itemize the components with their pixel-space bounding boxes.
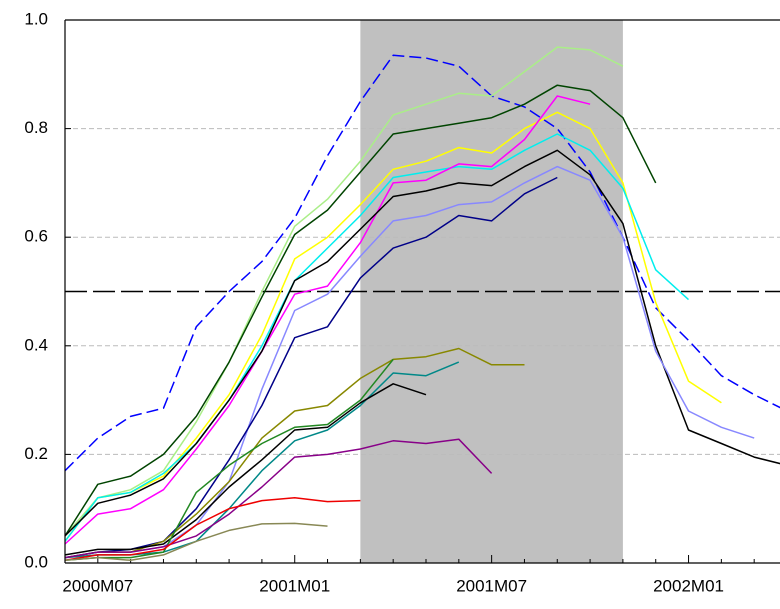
series-line xyxy=(64,95,591,545)
x-tick-label: 2001M01 xyxy=(259,576,330,595)
y-tick-label: 1.0 xyxy=(24,9,48,28)
series-line xyxy=(64,54,780,472)
y-tick-label: 0.2 xyxy=(24,444,48,463)
y-tick-label: 0.6 xyxy=(24,227,48,246)
x-tick-label: 2000M07 xyxy=(62,576,133,595)
series-line xyxy=(64,522,328,562)
series-line xyxy=(64,497,361,562)
series-line xyxy=(64,347,525,559)
series-line xyxy=(64,165,755,559)
series-line xyxy=(64,438,493,559)
series-line xyxy=(64,383,427,556)
y-tick-label: 0.8 xyxy=(24,118,48,137)
series-line xyxy=(64,133,690,542)
y-tick-label: 0.0 xyxy=(24,552,48,571)
y-tick-label: 0.4 xyxy=(24,335,48,354)
series-line xyxy=(64,46,624,537)
series-line xyxy=(64,176,558,559)
series-line xyxy=(64,84,657,537)
series-line xyxy=(64,358,394,562)
x-tick-label: 2001M07 xyxy=(456,576,527,595)
series-line xyxy=(64,149,780,537)
x-tick-label: 2002M01 xyxy=(653,576,724,595)
